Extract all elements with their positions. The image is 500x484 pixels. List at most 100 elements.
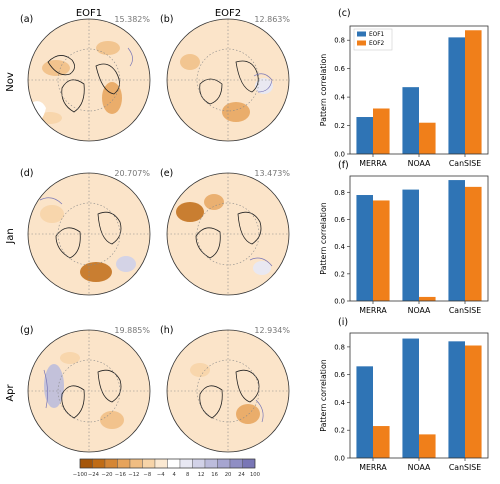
colorbar-tick-label: −8: [143, 472, 151, 478]
coastline: [195, 227, 221, 259]
y-tick-label: 0.0: [334, 151, 345, 159]
row-label-jan: Jan: [5, 228, 16, 244]
anomaly-blob: [180, 54, 200, 70]
bar-eof1-cansise: [448, 180, 465, 301]
colorbar-segment: [179, 458, 193, 469]
colorbar-segment: [142, 458, 156, 469]
colorbar-tick-label: 4: [173, 472, 177, 478]
map-panels: (a) 15.382% (b) 12.863%: [20, 14, 290, 453]
anomaly-blob: [60, 352, 80, 364]
y-tick-label: 0.4: [334, 243, 345, 251]
bar-eof2-noaa: [419, 434, 436, 458]
col-title-eof1: EOF1: [76, 8, 102, 19]
contour: [43, 369, 48, 409]
bar-eof2-cansise: [465, 186, 482, 301]
colorbar-tick-label: −100: [73, 472, 88, 478]
panel-label-d: (d): [20, 168, 33, 179]
bar-eof1-merra: [356, 366, 373, 458]
bar-eof2-merra: [373, 108, 390, 154]
map-boundary-g: [27, 329, 151, 453]
map-panel-g: (g) 19.885%: [20, 325, 151, 453]
anomaly-blob: [253, 261, 271, 275]
y-tick-label: 0.0: [334, 298, 345, 306]
y-tick-label: 0.8: [334, 37, 345, 45]
variance-label-a: 15.382%: [114, 15, 150, 24]
coastline: [237, 211, 262, 245]
y-tick-label: 0.2: [334, 270, 345, 278]
bar-eof2-cansise: [465, 30, 482, 155]
anomaly-blob: [96, 41, 120, 55]
bar-chart-f: (f) Pattern correlation MERRA NOAA CanSISE 0.…: [319, 160, 489, 315]
y-tick-label: 0.6: [334, 216, 345, 224]
colorbar: −100 −24 −20 −16 −12 −8 −4 4 8 12 16 20 24 100: [73, 458, 261, 478]
map-boundary-h: [166, 329, 290, 453]
y-tick-label: 0.6: [334, 371, 345, 379]
variance-label-d: 20.707%: [114, 169, 150, 178]
x-tick-label: CanSISE: [449, 159, 481, 168]
chart-frame: [349, 175, 489, 302]
variance-label-h: 12.934%: [254, 326, 290, 335]
bar-eof2-merra: [373, 426, 390, 458]
x-tick-label: CanSISE: [449, 463, 481, 472]
map-panel-d: (d) 20.707%: [20, 168, 151, 296]
x-tick-label: NOAA: [408, 463, 431, 472]
colorbar-tick-label: 12: [198, 472, 205, 478]
map-boundary-d: [27, 172, 151, 296]
colorbar-segment: [117, 458, 131, 469]
bar-eof2-cansise: [465, 345, 482, 458]
x-tick-label: MERRA: [359, 159, 387, 168]
chart-ylabel: Pattern correlation: [319, 359, 328, 431]
coastline: [199, 78, 223, 105]
anomaly-blob: [176, 202, 204, 222]
legend-label-eof2: EOF2: [369, 41, 385, 47]
map-panel-b: (b) 12.863%: [160, 14, 290, 142]
colorbar-segment: [92, 458, 106, 469]
coastline: [235, 369, 260, 403]
bar-eof2-merra: [373, 200, 390, 301]
colorbar-tick-label: 8: [186, 472, 190, 478]
variance-label-e: 13.473%: [254, 169, 290, 178]
contour: [249, 257, 273, 267]
bar-chart-c: (c) Pattern correlation MERRA NOAA CanSISE 0.…: [319, 8, 489, 168]
panel-label-g: (g): [20, 325, 33, 336]
colorbar-tick-label: −4: [157, 472, 165, 478]
col-title-eof2: EOF2: [215, 8, 241, 19]
panel-label-h: (h): [160, 325, 173, 336]
chart-ylabel: Pattern correlation: [319, 54, 328, 126]
chart-frame: [349, 332, 489, 459]
colorbar-tick-label: −20: [101, 472, 113, 478]
map-panel-a: (a) 15.382%: [20, 14, 151, 142]
y-tick-label: 0.4: [334, 399, 345, 407]
anomaly-blob: [44, 364, 64, 408]
chart-frame: [349, 25, 489, 155]
bar-eof1-cansise: [448, 37, 465, 154]
colorbar-segment: [192, 458, 206, 469]
bar-charts: (c) Pattern correlation MERRA NOAA CanSISE 0.…: [319, 8, 489, 472]
bar-eof2-noaa: [419, 296, 436, 301]
panel-label-b: (b): [160, 14, 173, 25]
x-tick-label: NOAA: [408, 306, 431, 315]
bar-eof1-cansise: [448, 341, 465, 458]
anomaly-blob: [222, 102, 250, 122]
coastline: [61, 385, 85, 419]
colorbar-tick-label: 100: [250, 472, 261, 478]
bar-eof1-merra: [356, 117, 373, 154]
row-label-apr: Apr: [5, 383, 16, 401]
colorbar-segment: [204, 458, 218, 469]
anomaly-blob: [42, 60, 70, 76]
y-tick-label: 0.6: [334, 65, 345, 73]
contour: [39, 197, 63, 205]
variance-label-g: 19.885%: [114, 326, 150, 335]
anomaly-blob: [255, 78, 273, 94]
colorbar-frame: [79, 458, 256, 469]
bar-eof1-noaa: [402, 189, 419, 301]
colorbar-segment: [104, 458, 118, 469]
map-boundary-e: [166, 172, 290, 296]
map-boundary-a: [27, 18, 151, 142]
colorbar-tick-label: −16: [115, 472, 127, 478]
colorbar-segment: [217, 458, 231, 469]
anomaly-blob: [236, 404, 260, 424]
map-boundary-b: [166, 18, 290, 142]
map-panel-h: (h) 12.934%: [160, 325, 290, 453]
